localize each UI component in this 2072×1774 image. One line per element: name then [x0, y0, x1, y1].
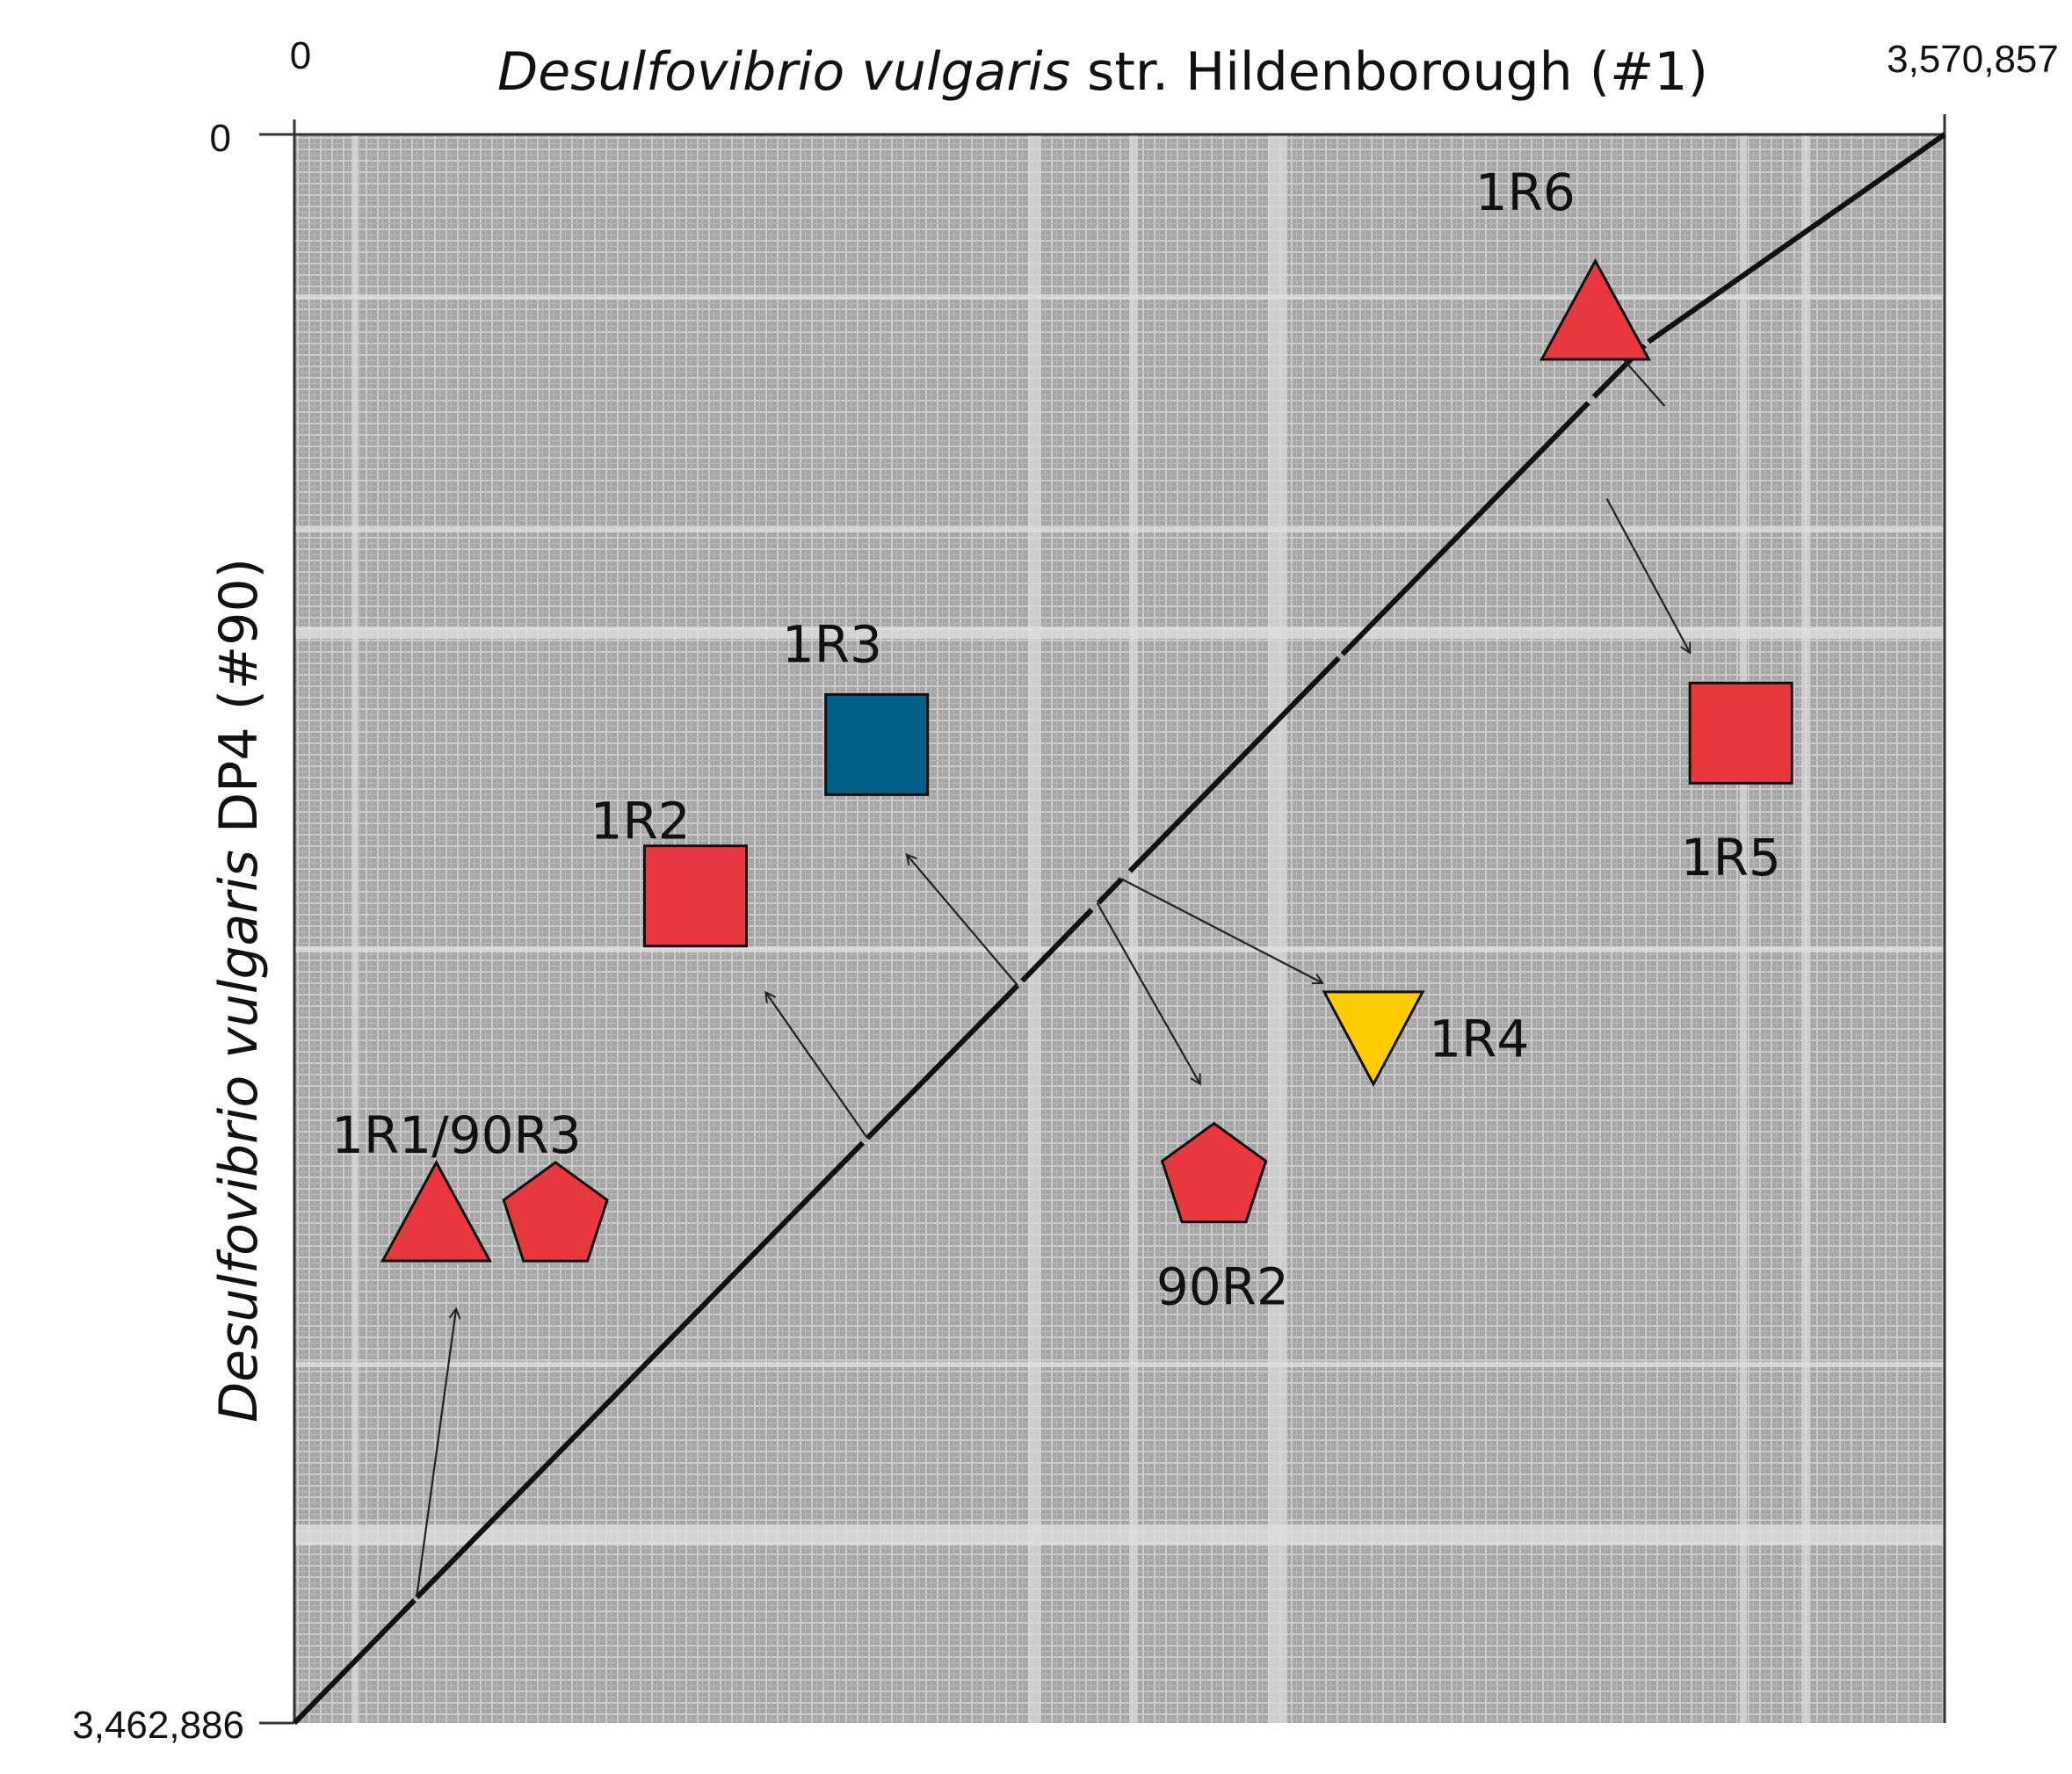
horizontal-band [294, 294, 1945, 300]
y-axis-title-strain: DP4 (#90) [208, 558, 270, 850]
marker-1r1-triangle-up [380, 1159, 493, 1263]
region-label-90r2: 90R2 [1156, 1256, 1289, 1316]
alignment-segment-3 [866, 983, 1020, 1140]
region-label-1r5: 1R5 [1681, 828, 1781, 887]
x-tick-label-start: 0 [290, 34, 311, 77]
markers [380, 257, 1793, 1263]
alignment-segment-9 [1647, 132, 1946, 344]
region-label-1r4: 1R4 [1429, 1009, 1529, 1068]
horizontal-band [294, 946, 1945, 952]
arrow-2 [765, 992, 869, 1140]
y-axis-title: Desulfovibrio vulgaris DP4 (#90) [208, 558, 270, 1423]
axes [259, 114, 1946, 1725]
marker-1r6-triangle-up [1539, 257, 1652, 361]
light-bands [294, 134, 1945, 1723]
x-axis-title-species: Desulfovibrio vulgaris [497, 41, 1070, 103]
arrow-3 [907, 855, 1018, 987]
vertical-band [1801, 134, 1810, 1723]
x-axis-title: Desulfovibrio vulgaris str. Hildenboroug… [497, 41, 1708, 103]
region-label-1r6: 1R6 [1475, 163, 1576, 222]
arrow-1 [416, 1309, 456, 1597]
arrows [416, 344, 1691, 1597]
alignment-segment-2 [415, 1140, 866, 1600]
horizontal-band [294, 1524, 1945, 1546]
alignment-segment-7 [1340, 401, 1590, 656]
arrow-5 [1096, 901, 1200, 1084]
marker-1r3-square [824, 692, 930, 796]
vertical-band [1740, 134, 1747, 1723]
y-tick-label-end: 3,462,886 [72, 1704, 244, 1747]
vertical-band [1268, 134, 1287, 1723]
alignment-segment-1 [292, 1598, 417, 1726]
marker-90r3-pentagon [502, 1161, 609, 1263]
region-label-1r1-90r3: 1R1/90R3 [331, 1105, 582, 1165]
vertical-band [1028, 134, 1040, 1723]
horizontal-band [294, 626, 1945, 639]
marker-1r2-square [643, 844, 749, 948]
vertical-band [351, 134, 359, 1723]
vertical-band [1129, 134, 1138, 1723]
arrow-4 [1120, 878, 1322, 983]
y-tick-label-start: 0 [210, 117, 231, 160]
region-label-1r2: 1R2 [590, 791, 691, 851]
alignment-segment-4 [1020, 908, 1094, 983]
marker-90r2-pentagon [1160, 1121, 1268, 1224]
x-axis-title-strain: str. Hildenborough (#1) [1070, 41, 1708, 103]
plot-area [294, 134, 1945, 1723]
horizontal-band [294, 527, 1945, 532]
region-labels: 1R1/90R3 1R2 1R3 1R4 90R2 1R5 1R6 [331, 163, 1781, 1316]
marker-1r5-square [1688, 681, 1793, 785]
region-label-1r3: 1R3 [782, 614, 882, 674]
x-tick-label-end: 3,570,857 [1887, 38, 2059, 81]
arrow-7 [1605, 498, 1691, 653]
marker-1r4-triangle-down [1322, 990, 1425, 1088]
alignment-segment-6 [1127, 655, 1341, 873]
horizontal-band [294, 1362, 1945, 1367]
y-axis-title-species: Desulfovibrio vulgaris [208, 850, 270, 1423]
alignment-segment-5 [1096, 877, 1124, 905]
plot-background [294, 134, 1945, 1723]
